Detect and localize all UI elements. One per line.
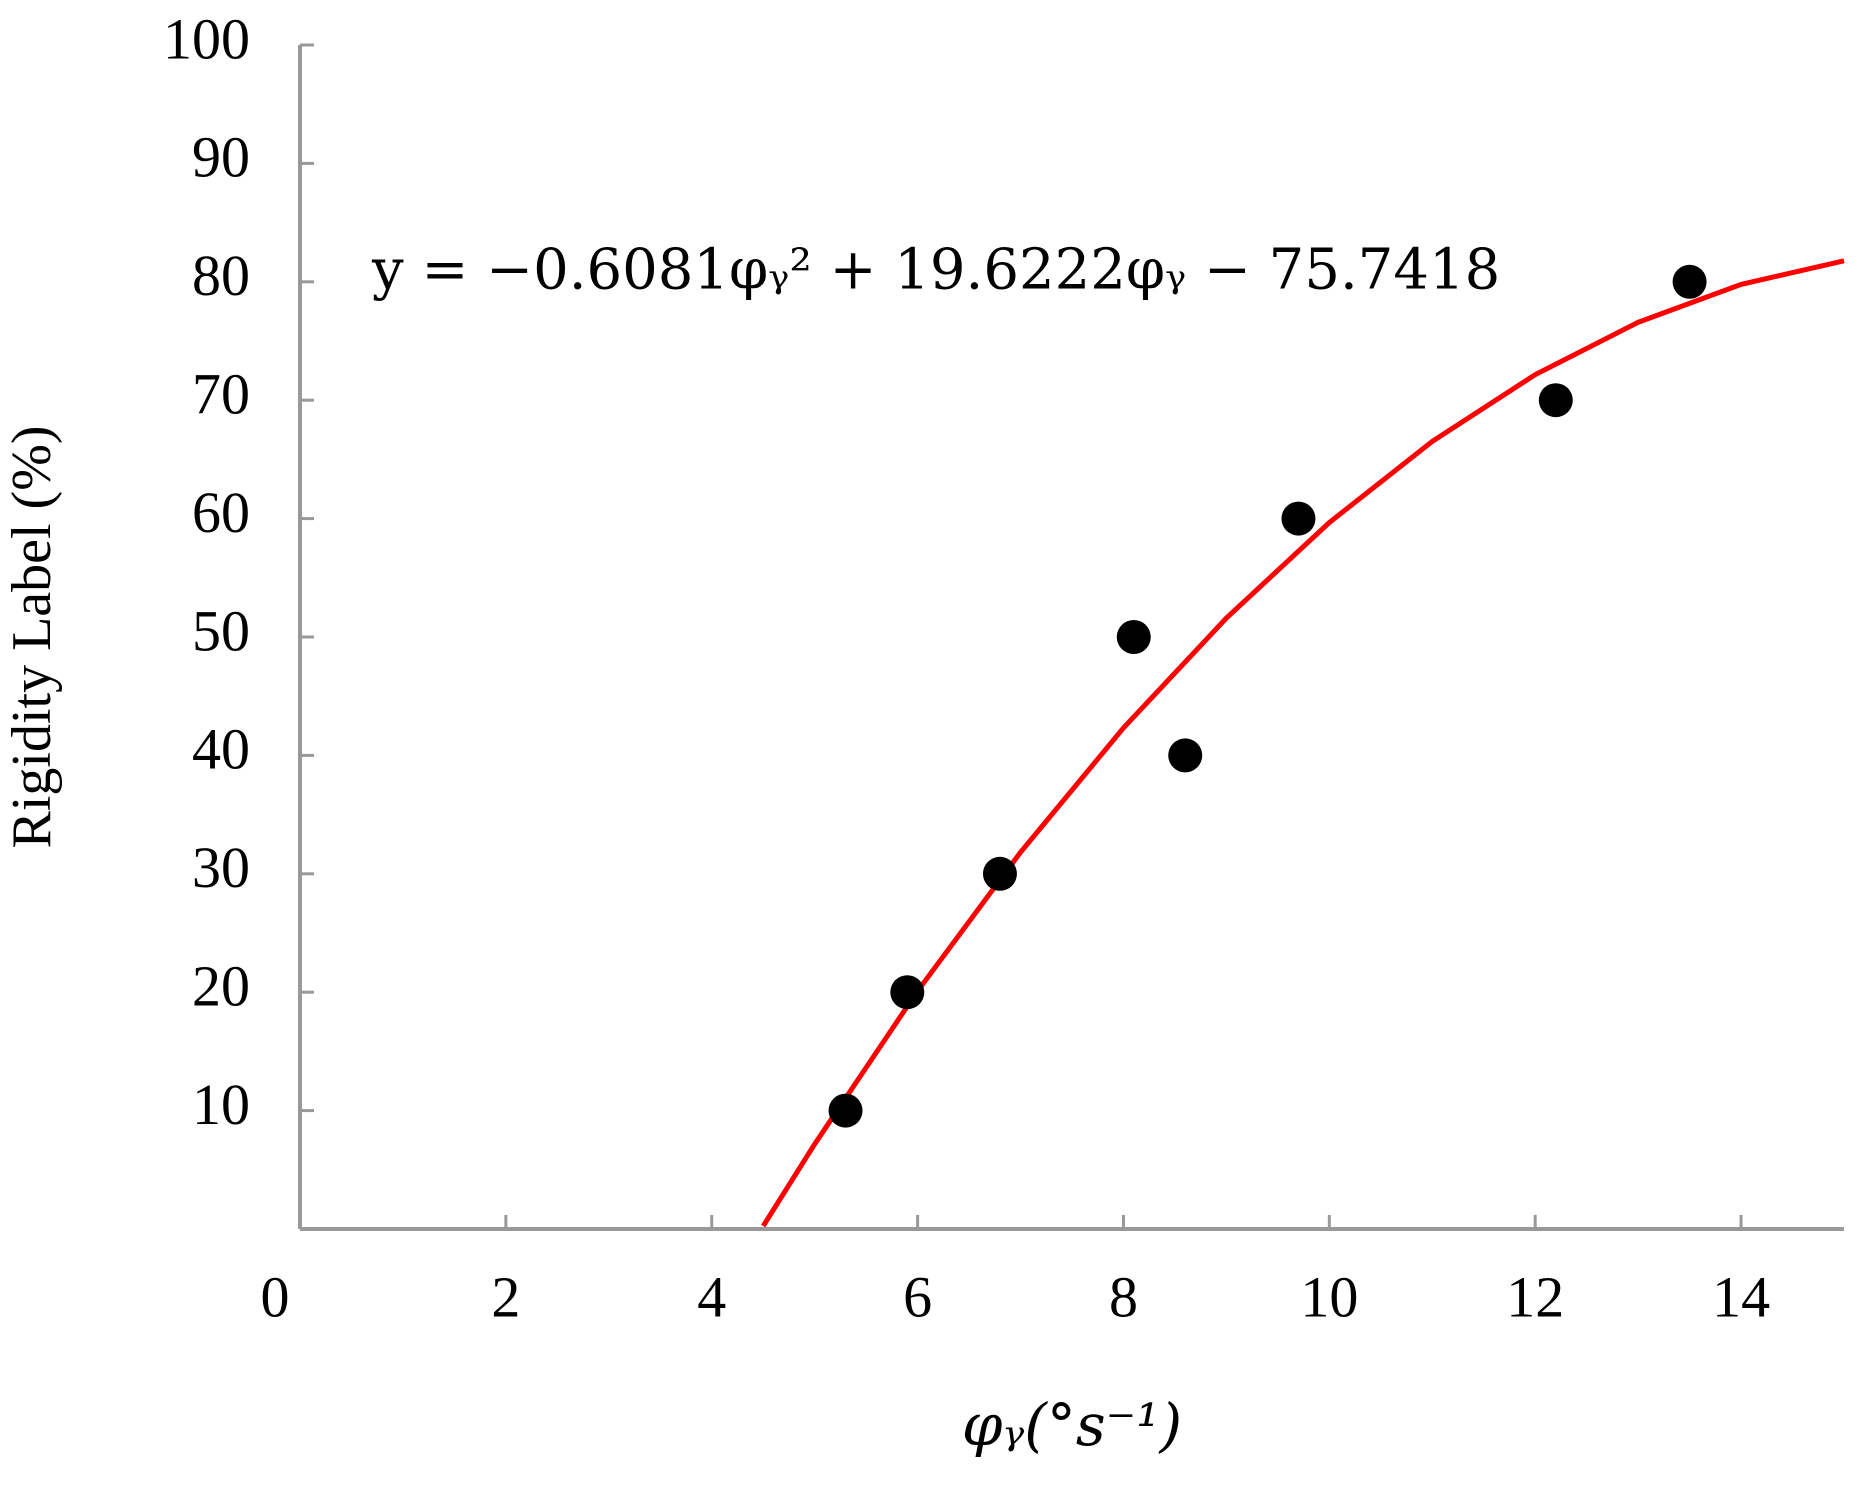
y-tick-label: 40 bbox=[192, 717, 250, 782]
x-tick-label: 12 bbox=[1506, 1264, 1564, 1329]
y-tick-label: 90 bbox=[192, 125, 250, 190]
y-tick-label: 70 bbox=[192, 362, 250, 427]
data-point bbox=[1116, 620, 1151, 654]
data-point bbox=[982, 856, 1017, 891]
x-axis-label: φᵧ(°s⁻¹) bbox=[962, 1391, 1182, 1459]
x-tick-label: 2 bbox=[491, 1264, 520, 1329]
data-point bbox=[1672, 264, 1707, 299]
data-point bbox=[1538, 383, 1573, 418]
y-axis-label: Rigidity Label (%) bbox=[1, 425, 63, 848]
x-tick-label: 14 bbox=[1712, 1264, 1770, 1329]
y-tick-label: 10 bbox=[192, 1072, 250, 1137]
y-tick-label: 30 bbox=[192, 835, 250, 900]
data-point bbox=[828, 1093, 863, 1128]
x-tick-label: 10 bbox=[1300, 1264, 1358, 1329]
fit-curve bbox=[761, 258, 1845, 1228]
data-point bbox=[1281, 501, 1316, 536]
y-tick-label: 50 bbox=[192, 598, 250, 663]
y-tick-label: 60 bbox=[192, 480, 250, 545]
x-tick-label: 8 bbox=[1109, 1264, 1138, 1329]
x-tick-label: 4 bbox=[697, 1264, 726, 1329]
y-tick-label: 20 bbox=[192, 954, 250, 1019]
y-tick-label: 80 bbox=[192, 243, 250, 308]
y-tick-label: 100 bbox=[163, 6, 250, 71]
fit-equation: y = −0.6081φᵧ² + 19.6222φᵧ − 75.7418 bbox=[371, 238, 1500, 303]
data-point bbox=[890, 975, 925, 1010]
data-point bbox=[1168, 738, 1203, 773]
x-tick-label: 0 bbox=[261, 1264, 290, 1329]
x-tick-label: 6 bbox=[903, 1264, 932, 1329]
